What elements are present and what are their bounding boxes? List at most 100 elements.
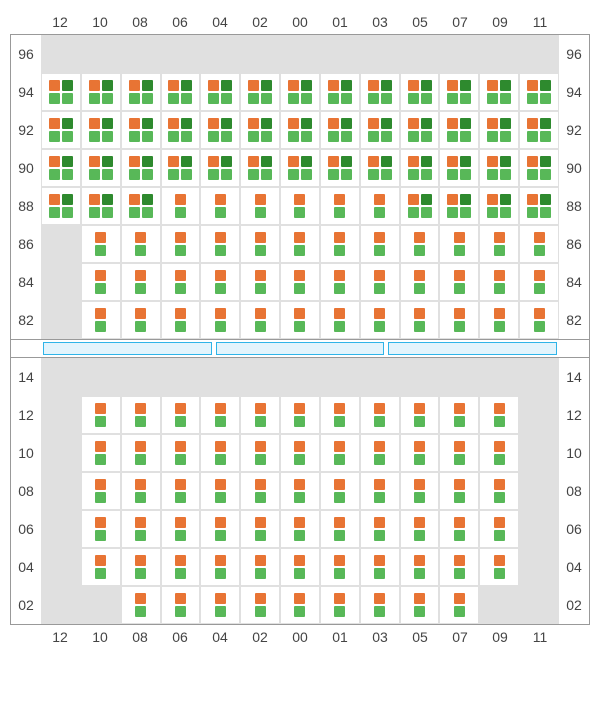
- rack-cell: [240, 586, 280, 624]
- rack-cell: [519, 510, 559, 548]
- port-indicator: [460, 93, 471, 104]
- port-indicator: [261, 80, 272, 91]
- port-indicator: [175, 308, 186, 319]
- port-indicator: [215, 403, 226, 414]
- rack-cell: [519, 35, 559, 73]
- port-indicator: [129, 118, 140, 129]
- port-indicator: [534, 245, 545, 256]
- port-indicator: [135, 416, 146, 427]
- rack-cell: [439, 434, 479, 472]
- port-indicator: [175, 454, 186, 465]
- rack-cell: [519, 548, 559, 586]
- row-label-left: 02: [11, 586, 41, 624]
- port-indicator: [62, 118, 73, 129]
- port-indicator: [540, 131, 551, 142]
- rack-panel: 1414121210100808060604040202: [10, 358, 590, 625]
- rack-cell: [121, 73, 161, 111]
- rack-cell: [439, 586, 479, 624]
- port-indicator: [89, 156, 100, 167]
- port-indicator: [334, 568, 345, 579]
- column-label: 07: [440, 10, 480, 34]
- rack-cell: [41, 35, 81, 73]
- rack-cell: [280, 586, 320, 624]
- rack-cell: [200, 73, 240, 111]
- port-indicator: [255, 403, 266, 414]
- rack-cell: [360, 35, 400, 73]
- port-indicator: [175, 403, 186, 414]
- port-indicator: [294, 606, 305, 617]
- row-label-left: 04: [11, 548, 41, 586]
- port-indicator: [175, 517, 186, 528]
- port-indicator: [168, 131, 179, 142]
- rack-cell: [240, 434, 280, 472]
- port-indicator: [288, 131, 299, 142]
- port-indicator: [487, 131, 498, 142]
- rack-cell: [41, 263, 81, 301]
- port-indicator: [142, 156, 153, 167]
- port-indicator: [215, 232, 226, 243]
- column-label: 08: [120, 625, 160, 649]
- port-indicator: [500, 194, 511, 205]
- row-label-left: 88: [11, 187, 41, 225]
- rack-cell: [479, 225, 519, 263]
- port-indicator: [301, 80, 312, 91]
- port-indicator: [255, 441, 266, 452]
- port-indicator: [135, 517, 146, 528]
- port-indicator: [49, 118, 60, 129]
- port-indicator: [135, 441, 146, 452]
- rack-cell: [280, 358, 320, 396]
- port-indicator: [95, 321, 106, 332]
- port-indicator: [540, 118, 551, 129]
- port-indicator: [294, 454, 305, 465]
- port-indicator: [454, 517, 465, 528]
- port-indicator: [454, 441, 465, 452]
- rack-cell: [360, 396, 400, 434]
- row-label-left: 12: [11, 396, 41, 434]
- port-indicator: [534, 270, 545, 281]
- rack-cell: [280, 111, 320, 149]
- port-indicator: [255, 308, 266, 319]
- rack-cell: [41, 510, 81, 548]
- rack-cell: [41, 301, 81, 339]
- port-indicator: [261, 93, 272, 104]
- port-indicator: [102, 80, 113, 91]
- port-indicator: [288, 156, 299, 167]
- rack-cell: [439, 472, 479, 510]
- port-indicator: [494, 321, 505, 332]
- rack-cell: [161, 301, 201, 339]
- port-indicator: [414, 593, 425, 604]
- port-indicator: [454, 454, 465, 465]
- rack-cell: [161, 187, 201, 225]
- column-label: 01: [320, 10, 360, 34]
- column-label: 12: [40, 10, 80, 34]
- rack-cell: [280, 548, 320, 586]
- port-indicator: [49, 131, 60, 142]
- port-indicator: [487, 80, 498, 91]
- port-indicator: [175, 207, 186, 218]
- port-indicator: [381, 118, 392, 129]
- port-indicator: [168, 80, 179, 91]
- port-indicator: [421, 93, 432, 104]
- port-indicator: [294, 568, 305, 579]
- port-indicator: [527, 156, 538, 167]
- port-indicator: [341, 156, 352, 167]
- port-indicator: [215, 454, 226, 465]
- port-indicator: [208, 131, 219, 142]
- port-indicator: [527, 131, 538, 142]
- row-label-right: 08: [559, 472, 589, 510]
- rack-cell: [81, 586, 121, 624]
- rack-cell: [320, 548, 360, 586]
- port-indicator: [62, 194, 73, 205]
- rack-cell: [519, 111, 559, 149]
- rack-row: 9696: [11, 35, 589, 73]
- port-indicator: [95, 568, 106, 579]
- rack-cell: [200, 586, 240, 624]
- rack-cell: [200, 149, 240, 187]
- port-indicator: [368, 169, 379, 180]
- port-indicator: [89, 80, 100, 91]
- port-indicator: [414, 606, 425, 617]
- port-indicator: [408, 207, 419, 218]
- rack-cell: [41, 358, 81, 396]
- port-indicator: [341, 131, 352, 142]
- rack-cell: [439, 358, 479, 396]
